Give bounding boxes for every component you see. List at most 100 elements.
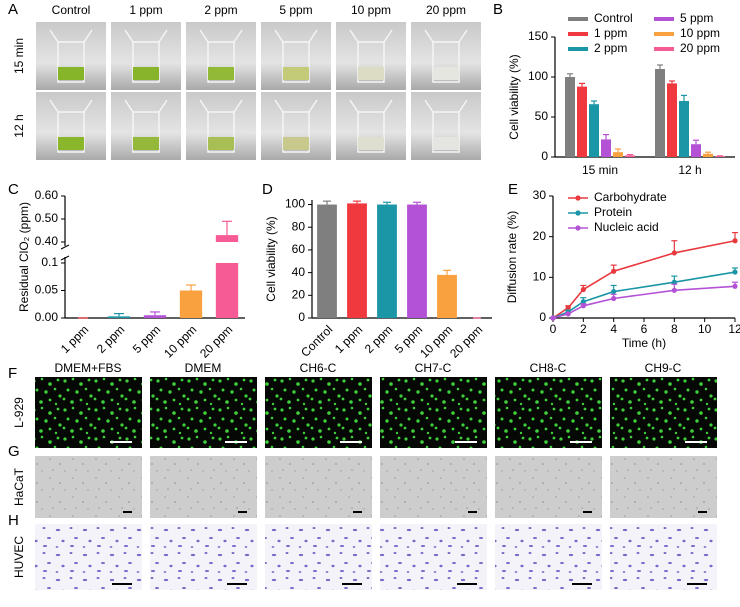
bar bbox=[589, 104, 599, 157]
micrograph bbox=[495, 524, 602, 590]
bar bbox=[407, 204, 427, 318]
legend-label: Nucleic acid bbox=[594, 220, 659, 234]
y-tick-label: 10 bbox=[533, 270, 547, 284]
glass bbox=[274, 99, 318, 153]
x-tick-label: 20 ppm bbox=[197, 322, 235, 360]
micrograph bbox=[380, 377, 487, 448]
column-label: DMEM bbox=[185, 361, 222, 375]
y-axis-label: Cell viability (%) bbox=[507, 54, 521, 139]
bar bbox=[317, 204, 337, 318]
micrograph bbox=[495, 456, 602, 518]
liquid bbox=[58, 137, 84, 150]
line-series bbox=[552, 239, 736, 319]
column-label: CH6-C bbox=[300, 361, 337, 375]
glass bbox=[424, 99, 468, 153]
liquid bbox=[208, 67, 234, 80]
legend-label: 1 ppm bbox=[594, 26, 627, 40]
x-tick-label: 6 bbox=[641, 322, 648, 336]
liquid bbox=[58, 67, 84, 80]
liquid bbox=[433, 137, 459, 150]
micrograph bbox=[265, 524, 372, 590]
point bbox=[732, 238, 738, 244]
point bbox=[671, 250, 677, 256]
legend-label: 20 ppm bbox=[680, 41, 720, 55]
liquid bbox=[433, 67, 459, 80]
point bbox=[671, 279, 677, 285]
panel-letter: C bbox=[8, 181, 19, 198]
liquid bbox=[283, 137, 309, 150]
legend-label: 2 ppm bbox=[594, 41, 627, 55]
y-tick-label: 40 bbox=[292, 265, 306, 279]
x-tick-label: 12 bbox=[728, 322, 740, 336]
micrograph bbox=[150, 524, 257, 590]
micrograph bbox=[265, 377, 372, 448]
x-tick-label: 10 ppm bbox=[417, 322, 455, 360]
point bbox=[550, 315, 556, 321]
line-series bbox=[552, 285, 736, 319]
x-tick-label: 1 ppm bbox=[332, 322, 365, 355]
point bbox=[732, 269, 738, 275]
point bbox=[732, 283, 738, 289]
y-tick-label: 0.40 bbox=[35, 234, 59, 248]
x-tick-label: 8 bbox=[671, 322, 678, 336]
micrograph bbox=[35, 377, 142, 448]
column-label: 1 ppm bbox=[129, 3, 162, 17]
column-label: Control bbox=[52, 3, 91, 17]
micrograph bbox=[150, 456, 257, 518]
bar bbox=[679, 101, 689, 157]
bar bbox=[613, 152, 623, 157]
glass bbox=[49, 29, 93, 83]
point bbox=[611, 295, 617, 302]
legend-label: Protein bbox=[594, 205, 632, 219]
axis-break bbox=[60, 244, 70, 250]
glass bbox=[199, 29, 243, 83]
micrograph bbox=[495, 377, 602, 448]
point bbox=[580, 286, 586, 293]
bar bbox=[107, 316, 131, 318]
y-axis-label: Residual ClO₂ (ppm) bbox=[17, 202, 31, 312]
x-tick-label: 10 bbox=[698, 322, 712, 336]
legend-marker bbox=[575, 195, 581, 201]
bar bbox=[377, 204, 397, 318]
bar bbox=[577, 86, 587, 157]
bar bbox=[655, 69, 665, 157]
glass bbox=[199, 99, 243, 153]
point bbox=[671, 287, 677, 293]
x-tick-label: 2 ppm bbox=[94, 322, 127, 355]
panel-letter: F bbox=[8, 365, 17, 382]
legend-label: 5 ppm bbox=[680, 11, 713, 25]
y-tick-label: 100 bbox=[528, 69, 548, 83]
glass bbox=[349, 99, 393, 153]
row-label: 12 h bbox=[12, 114, 26, 137]
column-label: 20 ppm bbox=[426, 3, 466, 17]
row-label: L-929 bbox=[12, 397, 26, 428]
column-label: CH7-C bbox=[415, 361, 452, 375]
column-label: CH8-C bbox=[530, 361, 567, 375]
x-tick-label: 5 ppm bbox=[130, 322, 163, 355]
bar bbox=[667, 83, 677, 157]
liquid bbox=[133, 137, 159, 150]
point bbox=[611, 268, 617, 274]
micrograph bbox=[610, 524, 717, 590]
point bbox=[565, 305, 571, 311]
y-axis-label: Diffusion rate (%) bbox=[505, 211, 519, 303]
y-tick-label: 0 bbox=[541, 149, 548, 163]
y-tick-label: 0.00 bbox=[35, 310, 59, 324]
bar bbox=[215, 263, 239, 318]
y-tick-label: 0.1 bbox=[41, 255, 58, 269]
y-tick-label: 80 bbox=[292, 219, 306, 233]
glass bbox=[424, 29, 468, 83]
micrograph bbox=[380, 456, 487, 518]
bar bbox=[143, 315, 167, 318]
y-tick-label: 20 bbox=[533, 229, 547, 243]
x-tick-label: 15 min bbox=[582, 163, 618, 177]
bar bbox=[179, 290, 203, 318]
x-tick-label: 10 ppm bbox=[161, 322, 199, 360]
column-label: 10 ppm bbox=[351, 3, 391, 17]
micrograph bbox=[265, 456, 372, 518]
bar bbox=[347, 203, 367, 318]
glass bbox=[49, 99, 93, 153]
micrograph bbox=[150, 377, 257, 448]
glass bbox=[349, 29, 393, 83]
